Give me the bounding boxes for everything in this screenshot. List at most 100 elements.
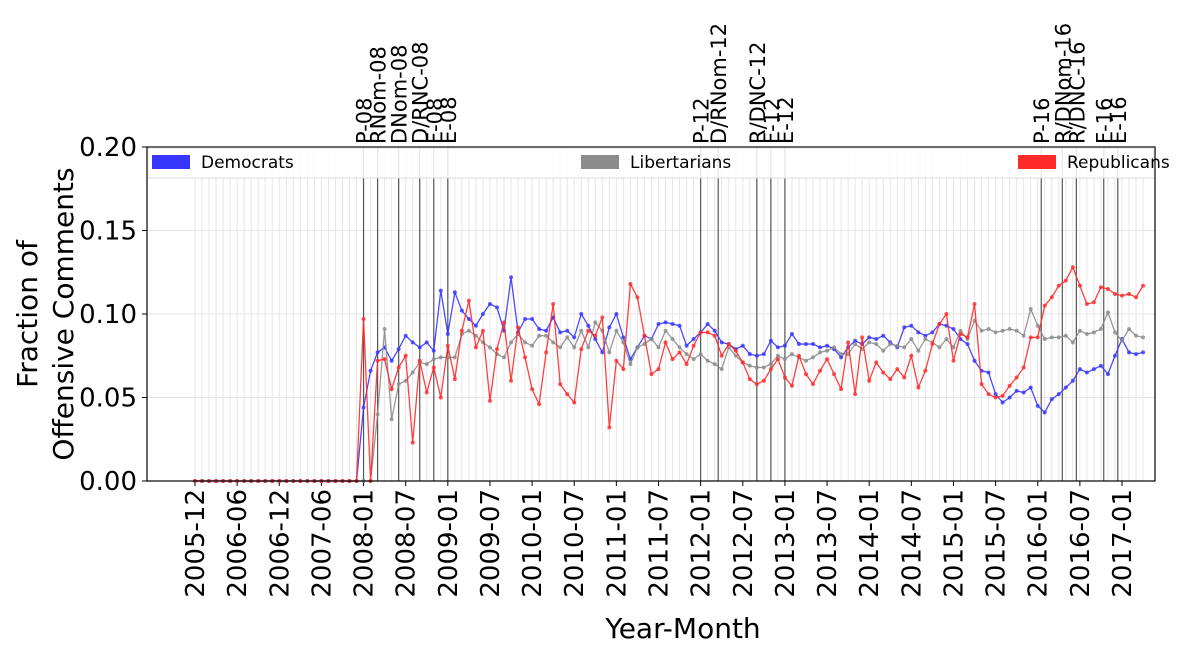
- point: [670, 357, 675, 362]
- point: [811, 382, 815, 387]
- legend-label: Republicans: [1067, 153, 1170, 173]
- event-label: D/RNom-12: [707, 23, 731, 144]
- point: [607, 350, 612, 355]
- point: [874, 337, 879, 342]
- point: [1035, 323, 1040, 328]
- point: [930, 330, 935, 335]
- point: [487, 345, 492, 350]
- point: [951, 345, 956, 350]
- point: [944, 337, 949, 342]
- point: [494, 347, 499, 352]
- point: [417, 345, 422, 350]
- point: [796, 342, 801, 347]
- point: [459, 308, 464, 313]
- point: [1049, 295, 1054, 300]
- point: [705, 330, 710, 335]
- point: [431, 357, 436, 362]
- point: [1070, 378, 1075, 383]
- point: [1070, 265, 1075, 270]
- point: [803, 358, 808, 363]
- point: [523, 317, 528, 322]
- point: [600, 315, 605, 320]
- point: [1000, 400, 1005, 405]
- point: [572, 345, 577, 350]
- y-axis-title: Fraction of Offensive Comments: [11, 167, 80, 460]
- point: [761, 378, 766, 383]
- point: [965, 335, 970, 340]
- point: [789, 383, 794, 388]
- point: [726, 342, 731, 347]
- y-tick-label: 0.05: [79, 384, 137, 414]
- y-axis-title-line: Offensive Comments: [47, 167, 80, 460]
- point: [1056, 283, 1061, 288]
- point: [818, 345, 823, 350]
- point: [958, 332, 963, 337]
- point: [572, 400, 577, 405]
- point: [768, 338, 773, 343]
- point: [537, 402, 542, 407]
- point: [663, 320, 668, 325]
- point: [705, 358, 710, 363]
- point: [986, 370, 991, 375]
- point: [796, 353, 801, 358]
- point: [523, 340, 528, 345]
- point: [558, 330, 563, 335]
- legend-label: Libertarians: [630, 153, 731, 173]
- point: [1134, 295, 1139, 300]
- x-tick-label: 2015-07: [982, 489, 1012, 598]
- point: [740, 360, 745, 365]
- point: [874, 342, 879, 347]
- point: [1007, 327, 1012, 332]
- point: [1063, 385, 1068, 390]
- point: [993, 392, 998, 397]
- point: [1120, 293, 1124, 298]
- point: [551, 340, 556, 345]
- point: [719, 340, 724, 345]
- point: [1000, 393, 1005, 398]
- point: [677, 350, 682, 355]
- event-label: R/DNC-16: [1065, 41, 1089, 144]
- event-label: RNom-08: [367, 46, 391, 144]
- point: [403, 333, 408, 338]
- point: [740, 343, 745, 348]
- point: [410, 340, 415, 345]
- point: [1042, 410, 1047, 415]
- point: [972, 301, 977, 306]
- point: [670, 337, 675, 342]
- point: [579, 312, 584, 316]
- point: [979, 328, 984, 333]
- point: [1056, 392, 1061, 397]
- point: [487, 301, 492, 306]
- point: [1021, 365, 1026, 370]
- point: [951, 327, 956, 332]
- point: [593, 337, 598, 342]
- point: [1070, 340, 1075, 345]
- point: [1007, 395, 1012, 400]
- plot-frame: [146, 146, 1156, 482]
- point: [923, 333, 928, 338]
- point: [403, 378, 408, 383]
- x-tick-label: 2007-06: [307, 489, 337, 598]
- point: [1112, 353, 1117, 358]
- point: [1077, 283, 1082, 288]
- point: [684, 362, 689, 367]
- point: [565, 328, 570, 333]
- x-tick-label: 2006-12: [265, 489, 295, 598]
- point: [874, 360, 879, 365]
- point: [621, 367, 626, 372]
- point: [867, 335, 872, 340]
- point: [480, 328, 485, 333]
- point: [902, 325, 907, 330]
- point: [586, 323, 591, 328]
- point: [375, 350, 380, 355]
- point: [789, 332, 794, 337]
- point: [1049, 335, 1054, 340]
- point: [705, 322, 710, 327]
- y-tick-label: 0.20: [79, 133, 137, 163]
- point: [1000, 328, 1005, 333]
- point: [895, 343, 900, 348]
- point: [698, 330, 703, 335]
- point: [635, 295, 640, 300]
- legend-swatch: [152, 155, 190, 169]
- point: [473, 345, 478, 350]
